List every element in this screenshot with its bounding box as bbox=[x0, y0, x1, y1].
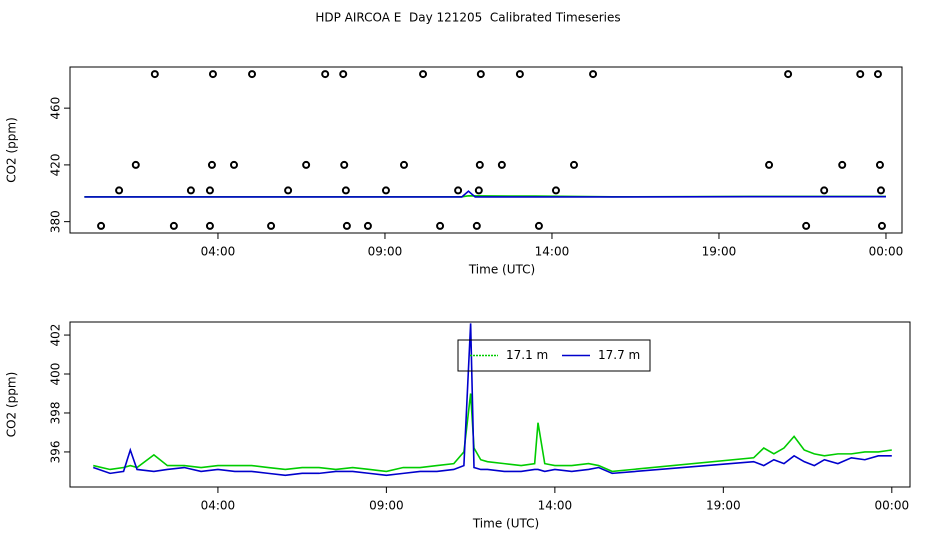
calibration-point bbox=[436, 221, 445, 230]
calibration-point bbox=[97, 221, 106, 230]
y-axis-label: CO2 (ppm) bbox=[5, 117, 19, 183]
calibration-point bbox=[475, 160, 484, 169]
calibration-point bbox=[205, 221, 214, 230]
x-tick-label: 09:00 bbox=[368, 245, 403, 259]
y-axis-label: CO2 (ppm) bbox=[5, 372, 19, 438]
calibration-point bbox=[400, 160, 409, 169]
calibration-point bbox=[341, 186, 350, 195]
calibration-point bbox=[877, 221, 886, 230]
calibration-point bbox=[820, 186, 829, 195]
calibration-point bbox=[765, 160, 774, 169]
calibration-point bbox=[150, 70, 159, 79]
calibration-point bbox=[534, 221, 543, 230]
calibration-point bbox=[589, 70, 598, 79]
x-tick-label: 00:00 bbox=[869, 245, 904, 259]
calibration-point bbox=[497, 160, 506, 169]
calibration-point bbox=[186, 186, 195, 195]
x-tick-label: 14:00 bbox=[538, 499, 573, 513]
x-tick-label: 19:00 bbox=[702, 245, 737, 259]
calibration-point bbox=[340, 160, 349, 169]
plot-frame bbox=[69, 66, 903, 234]
calibration-point bbox=[454, 186, 463, 195]
calibration-point bbox=[419, 70, 428, 79]
calibration-point bbox=[802, 221, 811, 230]
calibration-point bbox=[115, 186, 124, 195]
calibration-point bbox=[229, 160, 238, 169]
calibration-point bbox=[515, 70, 524, 79]
x-tick-label: 04:00 bbox=[201, 499, 236, 513]
x-tick-label: 00:00 bbox=[875, 499, 910, 513]
calibration-point bbox=[381, 186, 390, 195]
legend-label: 17.7 m bbox=[598, 348, 640, 362]
plot-frame bbox=[69, 321, 911, 488]
series-line bbox=[92, 323, 892, 477]
x-axis-label: Time (UTC) bbox=[472, 517, 539, 531]
calibration-point bbox=[472, 221, 481, 230]
chart-title: HDP AIRCOA E Day 121205 Calibrated Times… bbox=[315, 11, 620, 25]
y-tick-label: 400 bbox=[49, 363, 63, 386]
calibration-point bbox=[208, 70, 217, 79]
calibration-point bbox=[476, 70, 485, 79]
calibration-point bbox=[838, 160, 847, 169]
x-tick-label: 09:00 bbox=[369, 499, 404, 513]
calibration-point bbox=[321, 70, 330, 79]
calibration-point bbox=[570, 160, 579, 169]
y-tick-label: 396 bbox=[49, 440, 63, 463]
series-line bbox=[84, 190, 886, 198]
calibration-point bbox=[873, 70, 882, 79]
y-tick-label: 380 bbox=[49, 210, 63, 233]
calibration-point bbox=[342, 221, 351, 230]
x-tick-label: 14:00 bbox=[535, 245, 570, 259]
calibration-point bbox=[856, 70, 865, 79]
calibration-point bbox=[784, 70, 793, 79]
calibration-point bbox=[875, 160, 884, 169]
calibration-point bbox=[169, 221, 178, 230]
y-tick-label: 460 bbox=[49, 97, 63, 120]
calibration-point bbox=[339, 70, 348, 79]
calibration-point bbox=[248, 70, 257, 79]
calibration-point bbox=[131, 160, 140, 169]
legend-box bbox=[457, 339, 651, 372]
x-tick-label: 04:00 bbox=[201, 245, 236, 259]
y-tick-label: 420 bbox=[49, 153, 63, 176]
y-tick-label: 398 bbox=[49, 402, 63, 425]
calibration-point bbox=[363, 221, 372, 230]
calibration-point bbox=[302, 160, 311, 169]
x-tick-label: 19:00 bbox=[706, 499, 741, 513]
calibration-point bbox=[474, 186, 483, 195]
calibration-point bbox=[205, 186, 214, 195]
calibration-point bbox=[876, 186, 885, 195]
calibration-point bbox=[551, 186, 560, 195]
legend-label: 17.1 m bbox=[506, 348, 548, 362]
calibration-point bbox=[267, 221, 276, 230]
calibration-point bbox=[207, 160, 216, 169]
x-axis-label: Time (UTC) bbox=[468, 263, 535, 277]
calibration-point bbox=[284, 186, 293, 195]
series-line bbox=[93, 393, 892, 473]
y-tick-label: 402 bbox=[49, 324, 63, 347]
